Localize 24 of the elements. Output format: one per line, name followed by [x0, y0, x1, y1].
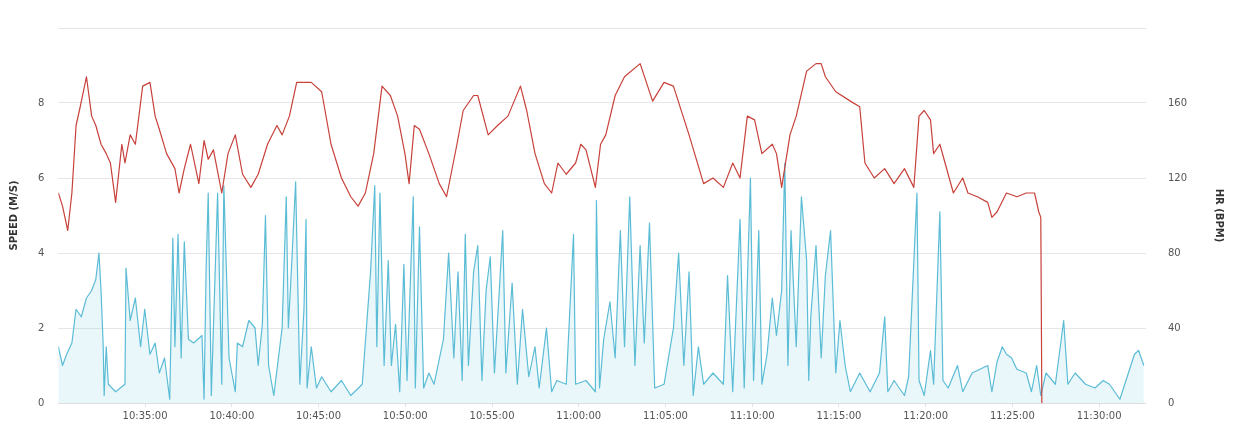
x-tick-label: 11:15:00: [816, 409, 862, 421]
y-tick-label: 0: [37, 396, 45, 408]
y-tick-label: 8: [37, 96, 45, 108]
x-tick-label: 11:20:00: [903, 409, 949, 421]
x-tick-label: 10:50:00: [382, 409, 428, 421]
x-tick-label: 11:00:00: [556, 409, 602, 421]
x-tick-label: 11:05:00: [642, 409, 688, 421]
x-tick-label: 10:40:00: [209, 409, 255, 421]
y2-tick-label: 80: [1167, 246, 1181, 258]
y2-axis-title: HR (BPM): [1214, 188, 1226, 243]
x-tick-label: 11:25:00: [989, 409, 1035, 421]
y2-tick-label: 0: [1167, 396, 1175, 408]
y-tick-label: 4: [37, 246, 45, 258]
y2-tick-label: 120: [1167, 171, 1188, 183]
y2-tick-label: 160: [1167, 96, 1188, 108]
x-tick-label: 10:35:00: [122, 409, 168, 421]
y2-tick-label: 40: [1167, 321, 1181, 333]
y-tick-label: 2: [37, 321, 45, 333]
x-tick-label: 11:10:00: [729, 409, 775, 421]
y-axis-title: SPEED (M/S): [7, 180, 19, 251]
x-tick-label: 10:45:00: [296, 409, 341, 421]
x-tick-label: 11:30:00: [1076, 409, 1122, 421]
y-tick-label: 6: [37, 171, 45, 183]
x-tick-label: 10:55:00: [469, 409, 515, 421]
